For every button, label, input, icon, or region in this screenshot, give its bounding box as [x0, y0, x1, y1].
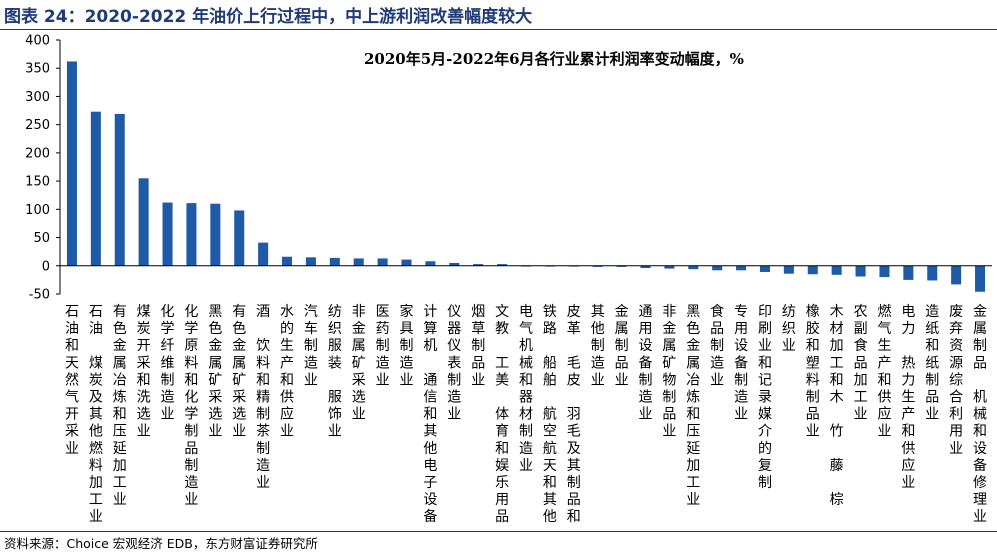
- category-label: 电气机械和器材制造业: [519, 304, 533, 474]
- category-label: 汽车制造业: [304, 304, 318, 388]
- bar: [616, 265, 627, 267]
- category-label: 黑色金属矿采选业: [208, 304, 222, 440]
- category-label: 专用设备制造业: [734, 304, 748, 423]
- y-axis: 400 350 300 250 200 150 100 50 0 -50: [25, 34, 61, 303]
- title-divider: [0, 29, 997, 30]
- category-label: 农副食品加工业: [854, 304, 868, 423]
- category-label: 仪器仪表制造业: [447, 304, 461, 423]
- category-label: 有色金属矿采选业: [232, 304, 246, 440]
- bar: [855, 265, 866, 277]
- bar-series: [66, 61, 986, 292]
- category-label: 石油和天然气开采业: [65, 304, 79, 457]
- category-label: 计算机 通信和其他电子设备: [423, 304, 437, 525]
- bar: [807, 265, 818, 275]
- category-label: 有色金属冶炼和压延加工业: [113, 304, 127, 508]
- bar: [186, 203, 197, 266]
- y-tick-label: 350: [25, 62, 50, 77]
- bar: [305, 257, 316, 266]
- category-label: 木材加工和木 竹 藤 棕: [830, 304, 844, 508]
- category-label: 燃气生产和供应业: [877, 303, 891, 440]
- category-label: 通用设备制造业: [638, 304, 652, 423]
- category-label: 水的生产和供应业: [280, 304, 294, 440]
- bar: [162, 202, 173, 266]
- category-label: 煤炭开采和洗选业: [137, 304, 151, 440]
- bar: [329, 257, 340, 266]
- category-label: 纺织服装 服饰业: [328, 304, 342, 440]
- category-label: 家具制造业: [400, 303, 414, 388]
- bar: [210, 203, 221, 266]
- y-tick-label: -50: [29, 288, 50, 303]
- category-label: 烟草制品业: [471, 304, 485, 388]
- bar: [90, 111, 101, 266]
- category-label: 其他制造业: [591, 304, 605, 388]
- bar: [449, 262, 460, 266]
- bar: [951, 265, 962, 285]
- bar: [473, 264, 484, 266]
- category-label: 铁路 船舶 航空航天和其他: [543, 304, 557, 525]
- category-label: 化学纤维制造业: [161, 304, 175, 423]
- bar: [975, 265, 986, 292]
- y-tick-label: 0: [42, 259, 50, 274]
- category-label: 石油 煤炭及其他燃料加工业: [89, 304, 103, 525]
- category-label: 造纸和纸制品业: [925, 304, 939, 423]
- source-divider: [0, 531, 997, 532]
- bar: [497, 264, 508, 266]
- bar: [66, 61, 77, 266]
- bar: [759, 265, 770, 272]
- bar: [783, 265, 794, 274]
- category-label: 废弃资源综合利用业: [949, 304, 963, 457]
- source-note: 资料来源：Choice 宏观经济 EDB，东方财富证券研究所: [4, 536, 318, 551]
- bar: [903, 265, 914, 280]
- bar-chart: 400 350 300 250 200 150 100 50 0 -50 石油和天然气开采业石油 …: [25, 34, 992, 525]
- category-label: 黑色金属冶炼和压延加工业: [686, 304, 700, 508]
- category-label: 纺织业: [782, 304, 796, 354]
- category-label: 皮革 毛皮 羽毛及其制品和: [567, 304, 581, 525]
- y-tick-label: 100: [25, 203, 50, 218]
- bar: [592, 265, 603, 267]
- category-label: 非金属矿物制品业: [662, 304, 676, 440]
- category-label: 金属制品 机械和设备修理业: [973, 304, 987, 525]
- bar: [353, 258, 364, 266]
- bar: [736, 265, 747, 271]
- category-label: 酒 饮料和精制茶制造业: [256, 304, 270, 491]
- bar: [425, 261, 436, 266]
- y-tick-label: 50: [33, 231, 50, 246]
- bar: [282, 256, 293, 266]
- bar: [879, 265, 890, 278]
- category-label: 非金属矿采选业: [352, 304, 366, 423]
- bar: [927, 265, 938, 281]
- bar: [640, 265, 651, 269]
- y-tick-label: 200: [25, 146, 50, 161]
- figure-title: 图表 24：2020-2022 年油价上行过程中，中上游利润改善幅度较大: [4, 7, 533, 27]
- category-label: 医药制造业: [376, 304, 390, 388]
- category-label: 橡胶和塑料制品业: [806, 304, 820, 440]
- category-label: 印刷业和记录媒介的复制: [758, 304, 772, 491]
- y-tick-label: 300: [25, 90, 50, 105]
- bar: [377, 258, 388, 266]
- bar: [138, 178, 149, 266]
- y-tick-label: 250: [25, 118, 50, 133]
- bar: [831, 265, 842, 275]
- bar: [234, 210, 245, 266]
- category-label: 金属制品业: [615, 304, 629, 388]
- category-label: 食品制造业: [710, 303, 724, 388]
- y-tick-label: 400: [25, 34, 50, 49]
- bar: [712, 265, 723, 271]
- category-label: 文教 工美 体育和娱乐用品: [495, 304, 509, 525]
- bar: [401, 259, 412, 266]
- bar: [258, 242, 269, 266]
- category-label: 电力 热力生产和供应业: [901, 304, 915, 491]
- y-tick-label: 150: [25, 175, 50, 190]
- bar: [688, 265, 699, 270]
- bar: [114, 113, 125, 266]
- bar: [664, 265, 675, 269]
- category-label: 化学原料和化学制品制造业: [184, 304, 198, 508]
- chart-title: 2020年5月-2022年6月各行业累计利润率变动幅度，%: [364, 50, 744, 68]
